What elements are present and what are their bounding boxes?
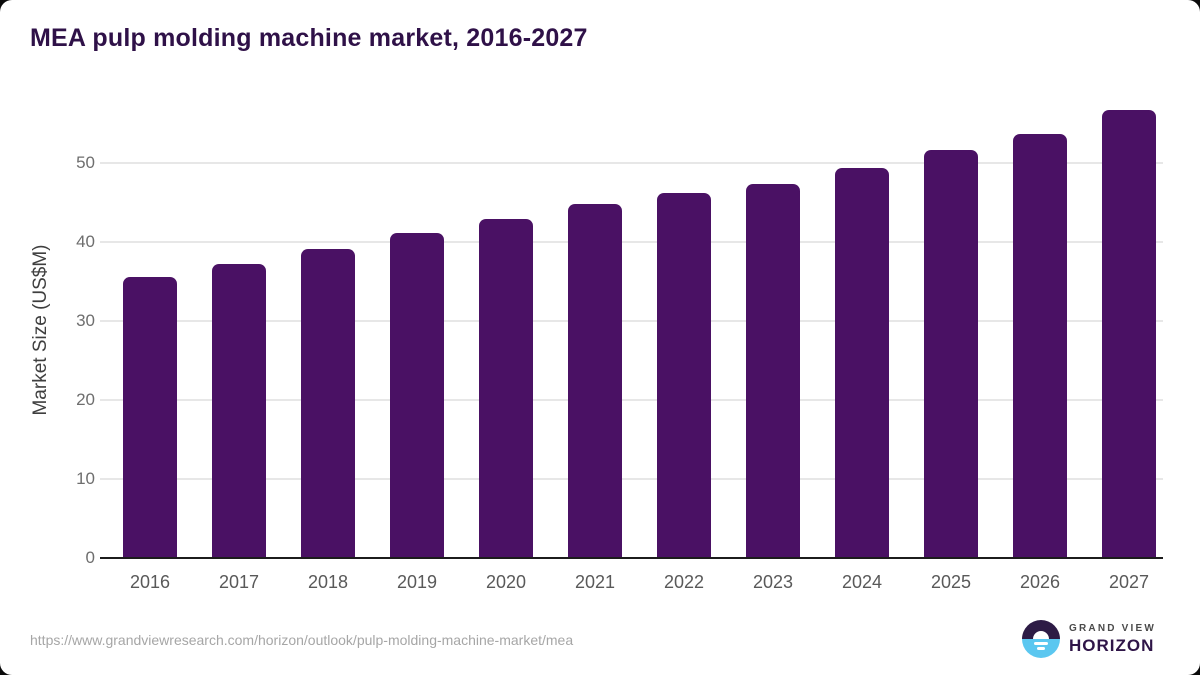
x-tick-label: 2021 [574,572,616,592]
y-tick-label: 0 [85,548,95,567]
horizon-sunrise-icon [1022,620,1060,658]
x-tick-label: 2026 [1019,572,1061,592]
sun-dome-shape [1033,631,1049,639]
y-tick-label: 10 [76,469,95,488]
bar-2025 [924,150,978,558]
water-ripple-shape [1037,647,1045,650]
bar-2027 [1102,110,1156,558]
y-tick-label: 30 [76,311,95,330]
x-tick-label: 2016 [129,572,171,592]
gridline-y-40 [100,241,1163,243]
bar-2021 [568,204,622,558]
x-tick-label: 2027 [1108,572,1150,592]
bar-2016 [123,277,177,558]
x-tick-label: 2018 [307,572,349,592]
grand-view-horizon-logo: GRAND VIEW HORIZON [1022,620,1156,658]
source-url: https://www.grandviewresearch.com/horizo… [30,632,574,648]
bar-2019 [390,233,444,558]
bar-2022 [657,193,711,558]
gridline-y-20 [100,399,1163,401]
y-axis-label: Market Size (US$M) [30,244,51,416]
bar-2020 [479,219,533,558]
x-axis-line [100,557,1163,559]
logo-product-name: HORIZON [1069,635,1155,655]
x-tick-label: 2017 [218,572,260,592]
y-tick-label: 50 [76,153,95,172]
x-tick-label: 2024 [841,572,883,592]
y-tick-label: 40 [76,232,95,251]
bar-2018 [301,249,355,558]
water-ripple-shape [1034,642,1048,645]
bar-2023 [746,184,800,558]
bar-2017 [212,264,266,558]
logo-text: GRAND VIEW HORIZON [1069,623,1156,656]
x-tick-label: 2023 [752,572,794,592]
gridline-y-30 [100,320,1163,322]
x-tick-label: 2019 [396,572,438,592]
bar-2026 [1013,134,1067,558]
x-tick-label: 2020 [485,572,527,592]
chart-title: MEA pulp molding machine market, 2016-20… [30,24,588,52]
y-tick-label: 20 [76,390,95,409]
logo-brand-name: GRAND VIEW [1069,622,1156,634]
bar-2024 [835,168,889,558]
gridline-y-10 [100,478,1163,480]
x-tick-label: 2025 [930,572,972,592]
gridline-y-50 [100,162,1163,164]
x-tick-label: 2022 [663,572,705,592]
